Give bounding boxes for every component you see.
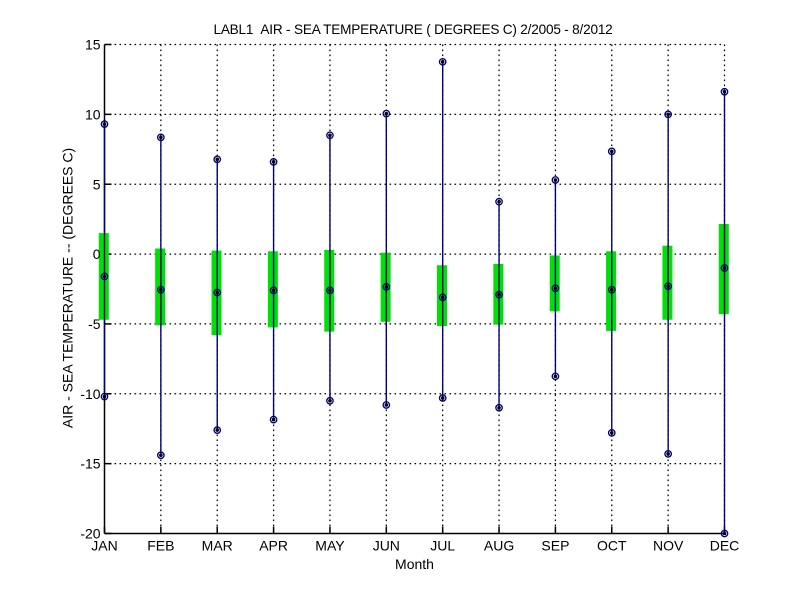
svg-text:DEC: DEC — [710, 538, 740, 554]
svg-text:-10: -10 — [80, 386, 100, 402]
svg-text:SEP: SEP — [541, 538, 569, 554]
svg-text:-20: -20 — [80, 526, 100, 542]
svg-text:NOV: NOV — [653, 538, 684, 554]
svg-text:15: 15 — [85, 37, 101, 53]
svg-text:OCT: OCT — [597, 538, 627, 554]
svg-text:JAN: JAN — [91, 538, 117, 554]
svg-text:-15: -15 — [80, 456, 100, 472]
svg-text:MAR: MAR — [202, 538, 233, 554]
svg-text:AUG: AUG — [484, 538, 514, 554]
svg-text:AIR - SEA TEMPERATURE -- (DEGR: AIR - SEA TEMPERATURE -- (DEGREES C) — [60, 148, 76, 428]
svg-text:MAY: MAY — [315, 538, 345, 554]
svg-text:APR: APR — [259, 538, 288, 554]
svg-text:10: 10 — [85, 106, 101, 122]
svg-text:-5: -5 — [88, 316, 101, 332]
svg-text:FEB: FEB — [147, 538, 174, 554]
svg-text:0: 0 — [93, 246, 101, 262]
svg-text:5: 5 — [93, 176, 101, 192]
svg-text:JUL: JUL — [430, 538, 455, 554]
svg-text:JUN: JUN — [373, 538, 400, 554]
svg-text:Month: Month — [395, 556, 434, 572]
svg-text:LABL1 AIR - SEA TEMPERATURE (: LABL1 AIR - SEA TEMPERATURE ( DEGREES C)… — [213, 22, 612, 37]
